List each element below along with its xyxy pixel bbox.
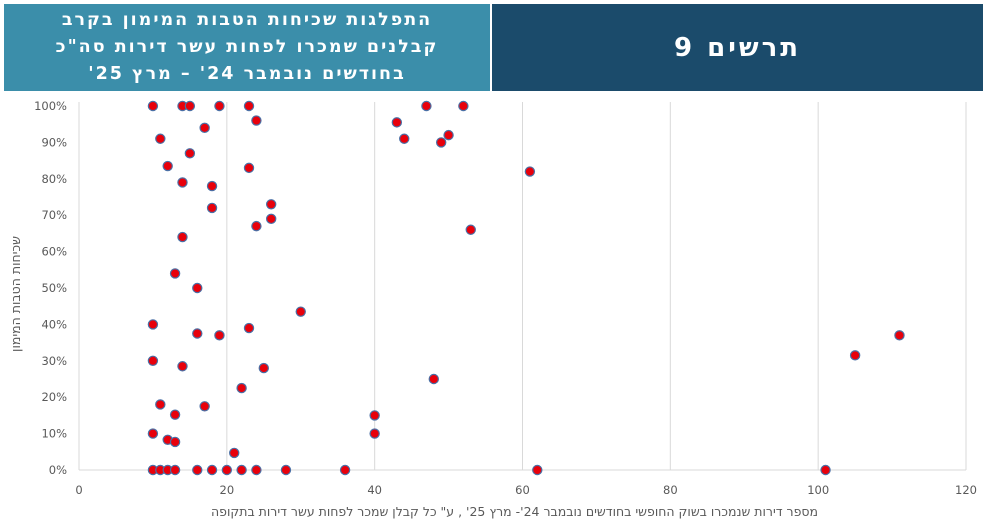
x-tick-label: 60 bbox=[515, 483, 530, 497]
data-point bbox=[206, 180, 218, 192]
y-tick-label: 30% bbox=[41, 354, 67, 368]
data-point bbox=[820, 464, 831, 476]
data-point bbox=[524, 166, 536, 177]
data-point bbox=[147, 355, 159, 366]
data-point bbox=[458, 100, 469, 112]
data-point bbox=[214, 100, 225, 112]
y-tick-label: 40% bbox=[41, 317, 67, 331]
data-point bbox=[155, 399, 166, 410]
chart-title-line-2: קבלנים שמכרו לפחות עשר דירות סה"כ bbox=[55, 37, 439, 57]
data-point bbox=[184, 148, 196, 159]
y-axis-title: שכיחות הטבות המימון bbox=[8, 236, 23, 352]
data-point bbox=[192, 328, 203, 339]
chart-title-box: התפלגות שכיחות הטבות המימון בקרב קבלנים … bbox=[4, 4, 490, 91]
data-point bbox=[265, 199, 277, 210]
data-point bbox=[147, 319, 159, 330]
chart-title-line-3: בחודשים נובמבר 24' – מרץ 25' bbox=[88, 64, 406, 84]
data-point bbox=[369, 428, 380, 439]
data-point bbox=[465, 224, 476, 235]
data-point bbox=[399, 133, 410, 144]
data-point bbox=[251, 220, 262, 232]
data-point bbox=[169, 268, 181, 279]
data-point bbox=[428, 373, 439, 385]
x-tick-label: 20 bbox=[220, 483, 235, 497]
data-point bbox=[147, 100, 159, 112]
y-tick-label: 20% bbox=[41, 390, 67, 404]
data-point bbox=[435, 137, 447, 148]
data-point bbox=[236, 382, 247, 394]
data-point bbox=[265, 213, 277, 225]
data-point bbox=[147, 428, 159, 439]
data-point bbox=[849, 350, 861, 361]
data-point bbox=[391, 117, 403, 128]
y-tick-label: 80% bbox=[41, 172, 67, 186]
y-tick-label: 10% bbox=[41, 427, 67, 441]
y-tick-label: 0% bbox=[49, 463, 67, 477]
data-point bbox=[243, 100, 255, 112]
data-point bbox=[192, 464, 203, 476]
data-point bbox=[155, 133, 166, 144]
data-point bbox=[206, 202, 218, 214]
y-tick-label: 90% bbox=[41, 135, 67, 149]
data-point bbox=[162, 160, 173, 172]
data-point bbox=[369, 410, 380, 421]
data-point bbox=[229, 447, 240, 459]
data-point bbox=[199, 122, 210, 134]
x-tick-label: 80 bbox=[663, 483, 678, 497]
figure-label-box: תרשים 9 bbox=[492, 4, 983, 91]
data-point bbox=[221, 464, 233, 476]
chart-title-line-1: התפלגות שכיחות הטבות המימון בקרב bbox=[61, 10, 433, 30]
x-tick-label: 120 bbox=[955, 483, 977, 497]
x-axis-title: מספר דירות שנמכרו בשוק החופשי בחודשים נו… bbox=[211, 504, 818, 519]
figure-label: תרשים 9 bbox=[673, 32, 802, 63]
data-point bbox=[169, 436, 181, 448]
data-point bbox=[206, 464, 218, 476]
data-point bbox=[184, 100, 196, 112]
x-tick-label: 100 bbox=[807, 483, 829, 497]
data-point bbox=[243, 162, 255, 174]
data-point bbox=[443, 129, 454, 141]
data-point bbox=[177, 361, 188, 372]
data-point bbox=[169, 464, 181, 476]
data-point bbox=[251, 464, 262, 476]
y-tick-label: 100% bbox=[34, 99, 67, 113]
x-tick-label: 0 bbox=[75, 483, 82, 497]
data-point bbox=[169, 409, 181, 420]
data-point bbox=[295, 306, 306, 317]
x-tick-label: 40 bbox=[367, 483, 382, 497]
data-point bbox=[421, 100, 432, 112]
y-tick-label: 70% bbox=[41, 208, 67, 222]
data-point bbox=[532, 464, 543, 476]
y-tick-label: 50% bbox=[41, 281, 67, 295]
data-point bbox=[280, 464, 292, 476]
data-point bbox=[251, 115, 262, 126]
data-point bbox=[339, 464, 351, 476]
data-point bbox=[894, 330, 905, 341]
data-point bbox=[236, 464, 247, 476]
data-point bbox=[214, 330, 225, 341]
data-point bbox=[199, 401, 210, 412]
data-point bbox=[258, 362, 269, 374]
data-point bbox=[177, 231, 188, 243]
data-point bbox=[177, 177, 188, 188]
data-point bbox=[192, 282, 203, 294]
y-tick-label: 60% bbox=[41, 245, 67, 259]
data-point bbox=[243, 322, 255, 334]
